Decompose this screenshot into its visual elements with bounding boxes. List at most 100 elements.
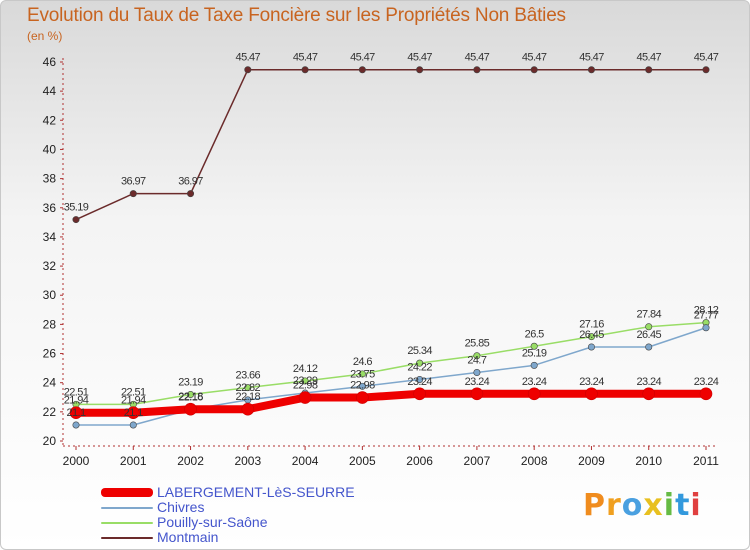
data-label-labergement: 22.18 [178, 391, 203, 403]
y-tick-label: 32 [43, 259, 57, 273]
data-label-chivres: 24.22 [407, 361, 432, 373]
data-point-chivres [702, 324, 710, 332]
data-point-montmain [645, 66, 653, 74]
data-point-montmain [72, 216, 80, 224]
data-label-montmain: 45.47 [522, 52, 547, 64]
data-point-labergement [413, 387, 426, 401]
data-label-labergement: 22.98 [293, 380, 318, 392]
y-tick-label: 20 [43, 434, 57, 448]
x-tick-label: 2010 [635, 454, 662, 468]
data-point-pouilly [244, 384, 252, 392]
data-label-pouilly: 22.51 [121, 386, 146, 398]
legend-swatch-labergement [101, 488, 153, 497]
x-tick-label: 2008 [521, 454, 548, 468]
data-label-chivres: 27.77 [694, 310, 719, 322]
data-label-labergement: 23.24 [636, 376, 661, 388]
data-label-montmain: 36.97 [121, 176, 146, 188]
data-point-labergement [298, 391, 312, 404]
logo-letter: x [643, 488, 664, 523]
y-tick-label: 26 [43, 347, 57, 361]
data-label-pouilly: 25.85 [465, 338, 490, 350]
data-label-labergement: 22.98 [350, 380, 375, 392]
data-point-chivres [72, 421, 80, 429]
data-point-labergement [69, 406, 83, 420]
y-tick-label: 24 [43, 376, 57, 390]
data-label-montmain: 45.47 [407, 52, 432, 64]
data-label-chivres: 23.75 [350, 368, 375, 380]
data-point-montmain [244, 66, 252, 74]
data-point-pouilly [416, 359, 424, 367]
data-label-pouilly: 23.66 [236, 370, 261, 382]
data-point-montmain [473, 66, 481, 74]
legend-label-pouilly: Pouilly-sur-Saône [157, 514, 268, 530]
data-point-montmain [587, 66, 595, 74]
data-point-labergement [642, 387, 656, 401]
series-line-pouilly [75, 321, 707, 406]
x-tick-label: 2003 [234, 454, 261, 468]
data-label-pouilly: 26.5 [525, 328, 544, 340]
x-tick-label: 2000 [63, 454, 90, 468]
data-point-labergement [241, 402, 255, 416]
series-line-labergement [72, 389, 710, 417]
legend-label-chivres: Chivres [157, 499, 205, 515]
data-label-montmain: 36.97 [178, 176, 203, 188]
logo-letter: i [690, 488, 702, 523]
y-tick-label: 36 [43, 201, 57, 215]
y-tick-label: 44 [43, 84, 57, 98]
data-label-labergement: 23.24 [522, 376, 547, 388]
y-axis-unit: (en %) [27, 29, 63, 43]
data-point-chivres [129, 421, 137, 429]
data-point-labergement [585, 387, 598, 401]
x-tick-label: 2011 [693, 454, 719, 468]
legend: LABERGEMENT-LèS-SEURRE Chivres Pouilly-s… [101, 484, 421, 545]
x-tick-label: 2009 [578, 454, 605, 468]
y-tick-label: 38 [43, 172, 57, 186]
data-point-pouilly [473, 352, 481, 360]
data-label-labergement: 23.24 [579, 376, 604, 388]
data-point-montmain [129, 190, 137, 198]
logo-letter: r [606, 488, 622, 523]
data-label-pouilly: 28.12 [694, 305, 719, 317]
data-label-chivres: 21.1 [124, 407, 143, 419]
data-point-chivres [587, 343, 595, 351]
logo-text: Proxiti [583, 488, 702, 523]
y-tick-label: 30 [43, 288, 57, 302]
logo-letter: i [663, 488, 676, 523]
logo-letter: t [675, 488, 691, 523]
legend-item-chivres: Chivres [101, 499, 421, 515]
series-line-montmain [75, 68, 707, 221]
data-label-montmain: 45.47 [465, 52, 490, 64]
data-label-montmain: 45.47 [350, 52, 375, 64]
data-point-montmain [416, 66, 424, 74]
data-label-pouilly: 22.51 [64, 386, 89, 398]
x-tick-label: 2001 [120, 454, 147, 468]
data-point-labergement [527, 387, 541, 401]
data-label-chivres: 23.29 [293, 375, 318, 387]
data-point-pouilly [358, 370, 366, 378]
data-label-labergement: 21.94 [64, 395, 89, 407]
data-point-chivres [473, 368, 481, 376]
legend-label-montmain: Montmain [157, 529, 219, 545]
data-point-labergement [356, 391, 369, 404]
y-tick-label: 46 [43, 55, 57, 69]
x-tick-label: 2002 [177, 454, 204, 468]
data-label-montmain: 45.47 [579, 52, 604, 64]
data-point-montmain [358, 66, 366, 74]
x-tick-label: 2006 [406, 454, 433, 468]
data-point-labergement [184, 402, 197, 416]
legend-swatch-montmain [101, 537, 153, 539]
data-label-montmain: 45.47 [236, 52, 261, 64]
data-point-chivres [645, 343, 653, 351]
chart-title: Evolution du Taux de Taxe Foncière sur l… [27, 5, 566, 26]
data-point-pouilly [645, 323, 653, 331]
data-point-chivres [416, 375, 424, 383]
data-point-labergement [126, 406, 140, 420]
data-label-pouilly: 27.84 [636, 309, 661, 321]
x-tick-label: 2005 [349, 454, 376, 468]
data-label-montmain: 35.19 [64, 202, 89, 214]
y-tick-label: 40 [43, 142, 57, 156]
data-point-pouilly [530, 342, 538, 350]
y-tick-label: 22 [43, 405, 57, 419]
data-label-chivres: 22.82 [236, 382, 261, 394]
data-label-montmain: 45.47 [694, 52, 719, 64]
